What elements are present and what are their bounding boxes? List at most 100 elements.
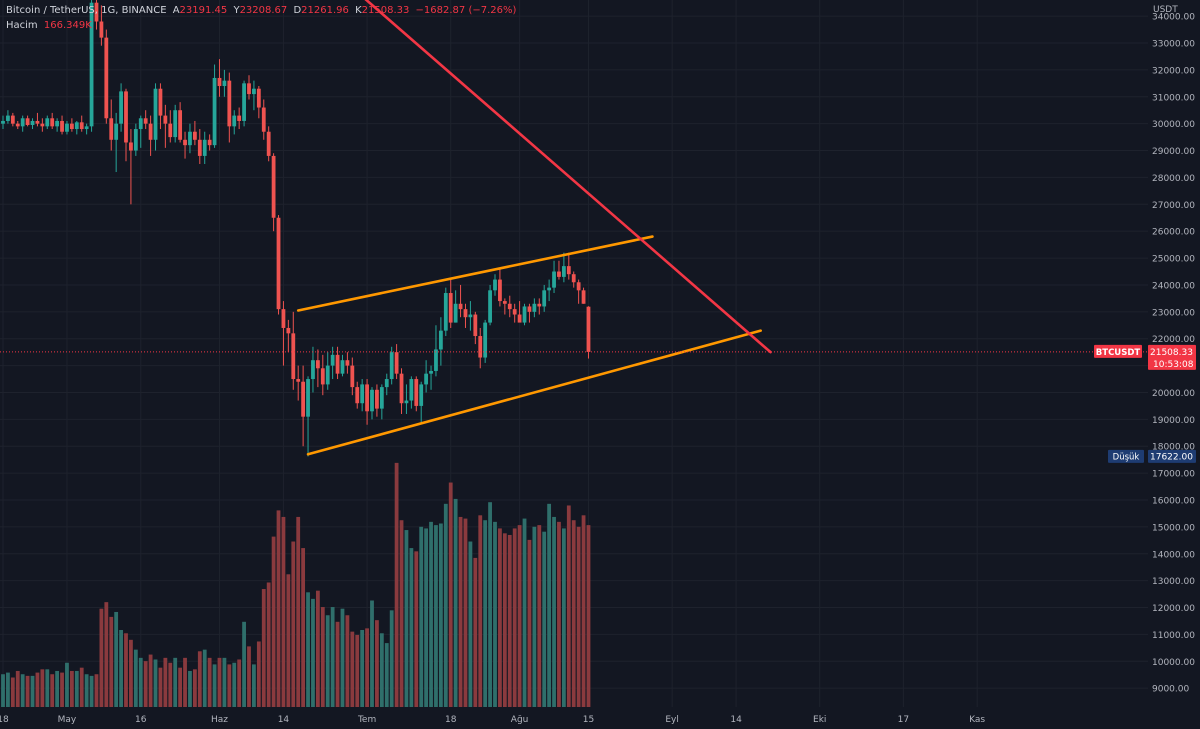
candle[interactable] [133,123,138,156]
candle[interactable] [1,115,5,130]
candle[interactable] [119,83,123,132]
candle[interactable] [320,354,325,396]
candle[interactable] [178,102,183,143]
candle[interactable] [404,384,409,414]
candle[interactable] [65,120,69,135]
candle[interactable] [20,115,25,132]
candle[interactable] [306,376,310,457]
candle[interactable] [552,260,556,294]
volume-label[interactable]: Hacim [6,20,38,31]
candle[interactable] [222,69,227,97]
candle[interactable] [473,311,478,345]
low-marker[interactable]: Düşük 17622.00 [1108,449,1196,463]
candle[interactable] [468,301,473,331]
candle[interactable] [443,287,448,337]
candle[interactable] [429,365,433,390]
candle[interactable] [252,80,256,111]
candle[interactable] [409,376,414,409]
candle[interactable] [15,120,20,130]
candle[interactable] [365,379,369,425]
candle[interactable] [212,64,217,148]
candle[interactable] [183,131,187,159]
candle[interactable] [325,352,330,390]
candle[interactable] [532,298,537,318]
candle[interactable] [340,354,345,377]
candle[interactable] [448,279,453,328]
candle[interactable] [158,83,163,130]
candle[interactable] [576,279,581,304]
candle[interactable] [10,112,15,127]
candle[interactable] [453,290,458,323]
candle[interactable] [232,110,237,135]
candle[interactable] [547,279,552,302]
candle[interactable] [89,0,94,132]
candle[interactable] [153,83,158,151]
candle[interactable] [247,75,251,100]
candle[interactable] [266,126,271,162]
candle[interactable] [379,384,384,420]
candle[interactable] [143,110,148,130]
candle[interactable] [330,346,335,380]
candle[interactable] [399,368,404,414]
candle[interactable] [561,252,566,283]
candle[interactable] [557,260,561,280]
candle[interactable] [458,284,463,318]
candle[interactable] [424,360,429,393]
candle[interactable] [40,118,45,132]
candle[interactable] [256,86,261,119]
candle[interactable] [138,115,143,148]
candle[interactable] [350,357,355,396]
candle[interactable] [188,123,192,154]
candle[interactable] [498,268,502,307]
candle[interactable] [434,325,438,377]
candle[interactable] [566,252,571,280]
candle[interactable] [389,346,394,385]
candle[interactable] [124,88,128,162]
candle[interactable] [522,303,527,326]
candle[interactable] [335,346,340,380]
candle[interactable] [315,349,320,388]
candle[interactable] [370,387,374,420]
candle[interactable] [419,381,424,423]
candle[interactable] [45,115,50,130]
candle[interactable] [512,303,517,323]
candle[interactable] [502,298,507,315]
candle[interactable] [69,118,74,132]
candle[interactable] [99,5,104,46]
time-axis[interactable]: 18 May 16 Haz 14 Tem 18 Ağu 15 Eyl 14 Eki 17 Kas [0,707,1200,729]
candle[interactable] [493,274,497,296]
channel-top-line[interactable] [296,235,654,312]
candle[interactable] [202,131,207,164]
candle[interactable] [30,118,35,130]
candle[interactable] [163,104,168,148]
candle[interactable] [74,120,79,135]
candle[interactable] [571,271,576,288]
candle[interactable] [276,215,281,315]
candle[interactable] [94,0,99,30]
candle[interactable] [375,384,379,417]
candle[interactable] [173,104,178,143]
candle[interactable] [25,115,30,127]
candle[interactable] [517,301,522,323]
candle[interactable] [296,365,301,401]
candle[interactable] [586,306,591,359]
candle[interactable] [507,295,512,318]
candle[interactable] [192,120,197,146]
candle[interactable] [129,129,133,205]
candle[interactable] [345,352,350,374]
candle[interactable] [311,346,315,393]
candle[interactable] [79,115,84,132]
candle[interactable] [104,29,109,124]
candle[interactable] [281,301,286,366]
candle[interactable] [384,373,389,396]
candle[interactable] [355,381,360,409]
candle[interactable] [360,379,365,412]
candle[interactable] [261,99,266,140]
descending-trendline[interactable] [200,0,772,354]
candle[interactable] [301,365,306,447]
candle[interactable] [55,118,60,132]
candle[interactable] [84,123,89,135]
candle[interactable] [414,376,419,412]
candle[interactable] [6,110,10,124]
